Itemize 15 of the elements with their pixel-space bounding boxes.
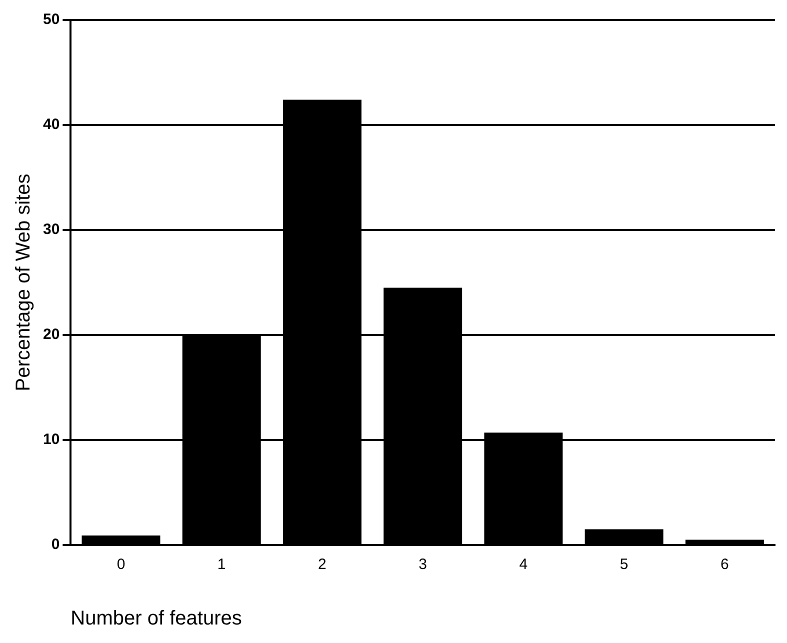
x-tick-label: 0	[116, 556, 126, 574]
y-tick-label: 40	[42, 116, 60, 134]
y-tick-label: 10	[42, 431, 60, 448]
x-tick-label: 5	[620, 556, 628, 574]
y-tick-label: 0	[51, 536, 60, 554]
y-tick-label: 30	[42, 221, 60, 238]
x-tick-label: 2	[318, 556, 326, 574]
y-tick-label: 20	[42, 326, 60, 344]
y-axis-title: Percentage of Web sites	[12, 174, 35, 392]
x-tick-label: 3	[418, 556, 428, 574]
x-tick-label: 1	[217, 556, 226, 574]
x-tick-label: 6	[720, 556, 729, 574]
x-tick-label: 4	[519, 556, 528, 574]
x-axis-title: Number of features	[70, 608, 242, 630]
y-tick-label: 50	[42, 11, 60, 28]
